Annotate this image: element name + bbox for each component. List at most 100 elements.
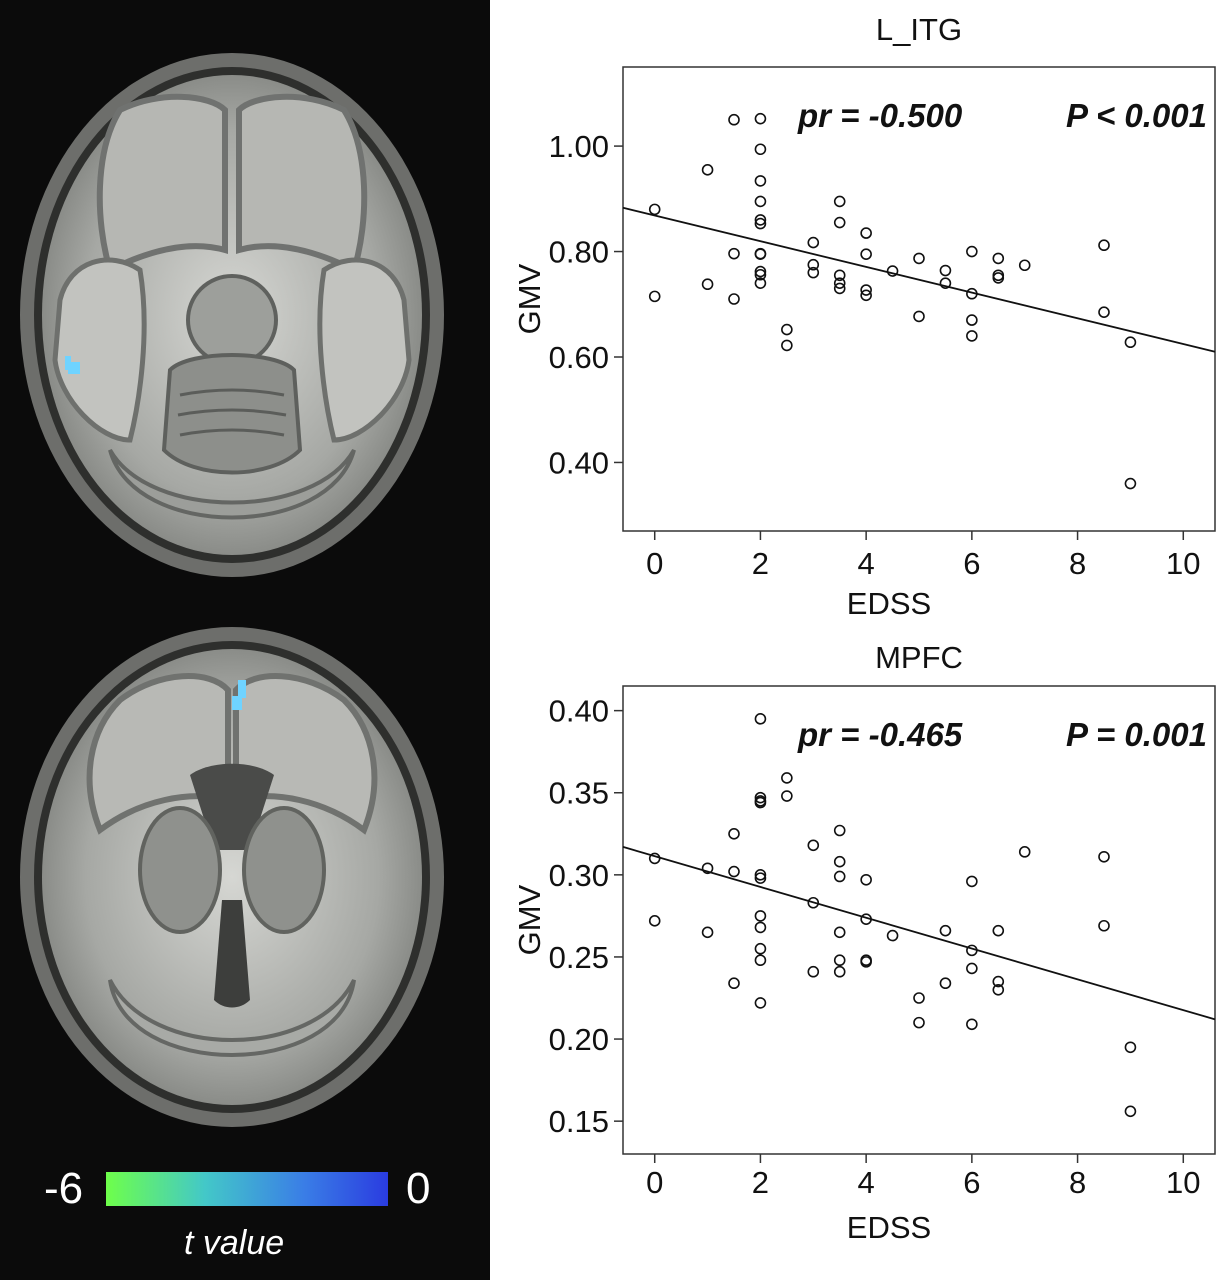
chart-2: MPFC 0 2 4 6 8 10 0.15 0.20 0.25 0.30 0.35 0.40 EDSS G… xyxy=(512,640,1216,1245)
chart-2-data-point xyxy=(833,824,846,837)
chart-1-y-axis-title: GMV xyxy=(512,263,547,334)
chart-1-x-tick-label: 4 xyxy=(858,546,875,581)
chart-1-x-tick-label: 8 xyxy=(1069,546,1086,581)
chart-2-x-tick-label: 6 xyxy=(963,1165,980,1200)
chart-2-data-point xyxy=(754,942,767,955)
chart-1-y-tick-label: 0.40 xyxy=(549,445,609,480)
chart-1-data-point xyxy=(807,258,820,271)
chart-2-data-point xyxy=(860,956,872,968)
chart-2-y-tick-label: 0.15 xyxy=(549,1104,609,1139)
chart-2-data-point xyxy=(754,713,767,725)
chart-2-y-tick-label: 0.25 xyxy=(549,940,609,975)
chart-1-x-tick-label: 10 xyxy=(1166,546,1200,581)
chart-2-data-point xyxy=(754,910,767,922)
chart-1-data-point xyxy=(754,268,767,281)
cluster-mpfc xyxy=(238,680,246,698)
chart-2-x-axis-title: EDSS xyxy=(847,1210,931,1245)
chart-2-data-point xyxy=(754,795,767,807)
chart-2-data-point xyxy=(1018,846,1031,858)
chart-2-data-point xyxy=(701,862,714,875)
chart-2-data-point xyxy=(939,924,952,937)
chart-2-data-point xyxy=(833,855,846,868)
chart-2-data-point xyxy=(992,924,1005,937)
chart-1-data-point xyxy=(648,290,661,303)
chart-1-data-point xyxy=(966,287,978,300)
chart-1-data-point xyxy=(1124,336,1137,349)
chart-1-data-point xyxy=(807,236,820,249)
chart-1-data-point xyxy=(860,284,872,296)
axial-slice-basal-ganglia xyxy=(20,627,444,1127)
chart-1-data-point xyxy=(860,227,872,239)
chart-2-data-point xyxy=(860,873,872,886)
chart-1: L_ITG 0 2 4 6 8 10 0.40 0.60 0.80 1.00 EDSS GMV pr = … xyxy=(512,12,1216,621)
chart-1-data-point xyxy=(1124,477,1137,490)
chart-1-data-point xyxy=(648,203,661,216)
colorbar-title: t value xyxy=(184,1224,285,1262)
chart-2-fit-line xyxy=(622,846,1216,1021)
chart-1-data-point xyxy=(833,195,846,208)
chart-1-data-point xyxy=(754,214,767,226)
chart-2-data-point xyxy=(1098,850,1110,863)
chart-1-data-point xyxy=(754,265,767,278)
chart-2-data-point xyxy=(781,772,793,784)
chart-2-data-point xyxy=(728,827,740,840)
chart-2-data-point xyxy=(754,921,767,934)
brain-slices xyxy=(20,53,444,1206)
chart-2-data-point xyxy=(992,983,1005,996)
chart-2-data-point xyxy=(807,896,820,909)
chart-1-data-point xyxy=(754,112,767,125)
chart-1-data-point xyxy=(728,293,740,305)
chart-2-data-point xyxy=(966,1018,978,1031)
chart-2-x-tick-label: 10 xyxy=(1166,1165,1200,1200)
chart-2-data-point xyxy=(728,865,740,878)
colorbar xyxy=(106,1172,388,1206)
chart-2-y-tick-label: 0.40 xyxy=(549,694,609,729)
chart-2-data-point xyxy=(833,926,846,939)
chart-1-x-tick-label: 0 xyxy=(646,546,663,581)
chart-1-y-tick-label: 1.00 xyxy=(549,129,609,164)
chart-2-data-point xyxy=(913,992,925,1004)
chart-2-y-tick-label: 0.20 xyxy=(549,1022,609,1057)
chart-1-data-point xyxy=(728,247,740,260)
chart-1-y-tick-label: 0.80 xyxy=(549,235,609,270)
chart-2-plot-frame xyxy=(622,685,1216,1155)
chart-2-data-point xyxy=(1124,1105,1137,1118)
chart-1-data-point xyxy=(701,164,714,176)
chart-2-x-tick-label: 0 xyxy=(646,1165,663,1200)
chart-2-x-tick-label: 4 xyxy=(858,1165,875,1200)
chart-1-data-point xyxy=(913,252,925,265)
chart-1-data-point xyxy=(781,323,793,336)
chart-1-data-point xyxy=(833,277,846,289)
chart-2-annotation-p: P = 0.001 xyxy=(1066,716,1207,753)
chart-1-data-point xyxy=(754,277,767,289)
chart-1-title: L_ITG xyxy=(876,12,962,47)
chart-1-x-tick-label: 2 xyxy=(752,546,769,581)
chart-1-data-point xyxy=(754,247,767,260)
chart-2-data-point xyxy=(992,975,1005,988)
colorbar-min-label: -6 xyxy=(44,1164,84,1213)
chart-2-data-point xyxy=(833,954,846,967)
chart-1-data-point xyxy=(728,113,740,126)
chart-2-data-point xyxy=(754,869,767,881)
chart-2-annotation-pr: pr = -0.465 xyxy=(797,716,963,753)
chart-1-data-point xyxy=(754,175,767,187)
chart-1-x-axis-title: EDSS xyxy=(847,586,931,621)
chart-1-data-point xyxy=(939,264,952,277)
chart-1-data-point xyxy=(1018,259,1031,272)
chart-1-fit-line xyxy=(622,206,1216,353)
chart-1-data-point xyxy=(1098,306,1110,318)
chart-2-x-tick-label: 2 xyxy=(752,1165,769,1200)
axial-slice-temporal xyxy=(20,53,444,577)
scatter-plots-panel: L_ITG 0 2 4 6 8 10 0.40 0.60 0.80 1.00 EDSS GMV pr = … xyxy=(490,0,1218,1280)
chart-2-data-point xyxy=(1124,1041,1137,1054)
chart-1-data-point xyxy=(860,248,872,260)
chart-2-data-point xyxy=(966,875,978,888)
chart-2-data-point xyxy=(939,977,952,990)
chart-2-data-point xyxy=(781,790,793,802)
brain-images-panel: -6 0 t value xyxy=(0,0,490,1280)
chart-1-data-point xyxy=(833,216,846,229)
chart-2-data-point xyxy=(833,870,846,883)
chart-2-data-point xyxy=(966,944,978,957)
chart-1-data-point xyxy=(781,339,793,352)
chart-1-data-point xyxy=(833,282,846,295)
